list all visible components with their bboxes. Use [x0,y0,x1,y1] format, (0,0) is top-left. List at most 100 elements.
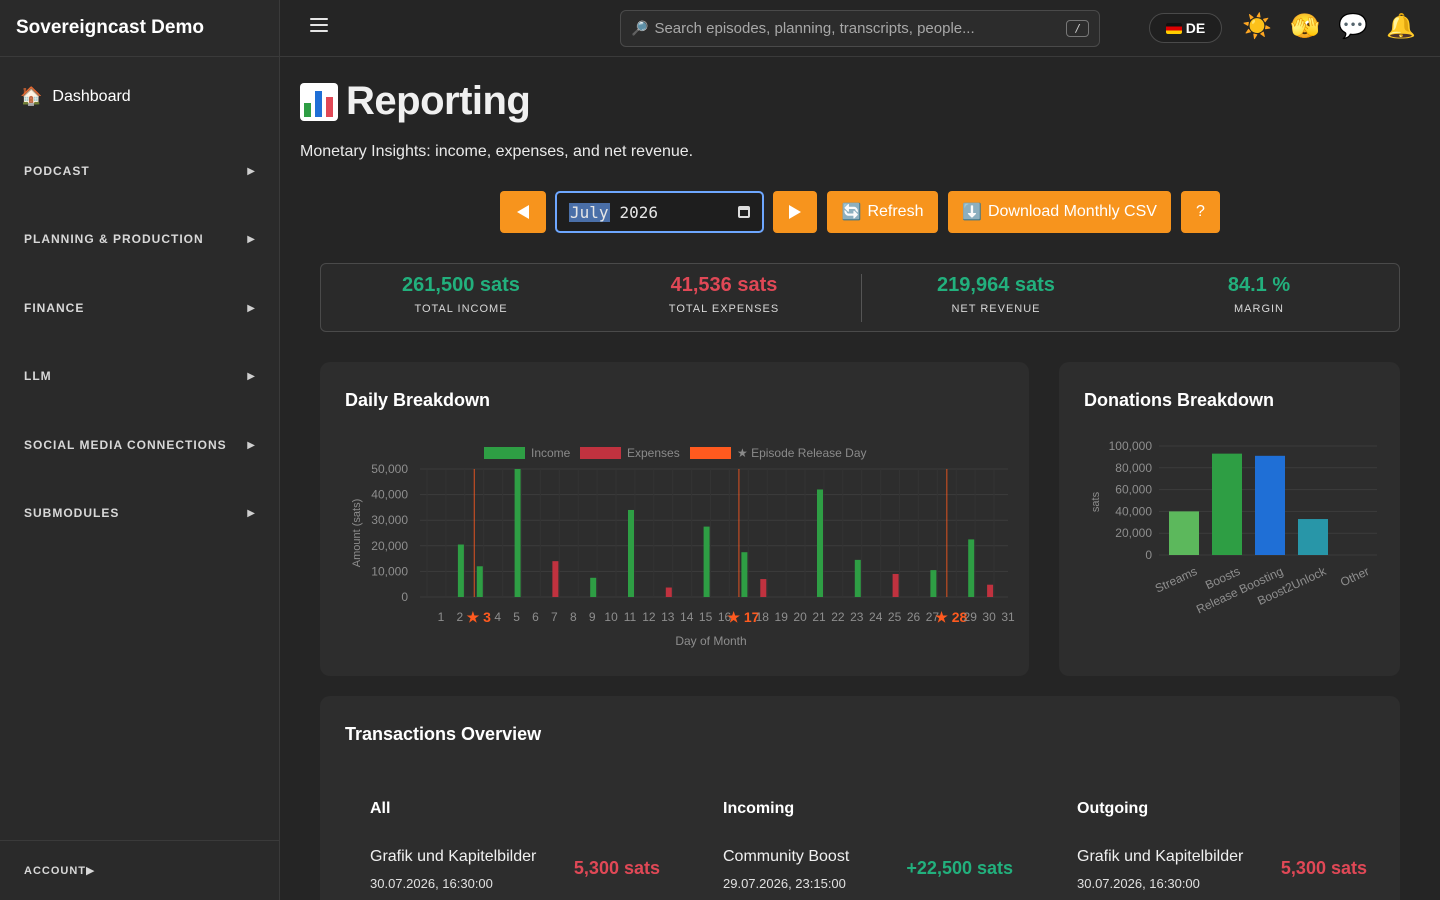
sun-icon[interactable]: ☀️ [1242,13,1272,40]
x-tick-label: Other [1338,564,1371,589]
x-tick-label: 23 [850,610,864,624]
y-tick-label: 20,000 [371,539,408,553]
expense-bar [760,579,767,597]
x-tick-label: 15 [699,610,713,624]
previous-month-button[interactable] [500,191,546,233]
x-tick-label: 16 [718,610,732,624]
sidebar-section-label: LLM [24,369,52,383]
x-tick-label: 8 [570,610,577,624]
refresh-button[interactable]: 🔄 Refresh [827,191,938,233]
stat-label: TOTAL EXPENSES [668,303,780,315]
column-heading: Outgoing [1077,800,1149,817]
sidebar-section-planning-production[interactable]: PLANNING & PRODUCTION ▶ [24,232,256,246]
expense-bar [987,584,994,597]
daily-breakdown-title: Daily Breakdown [345,390,491,410]
x-tick-label: 22 [831,610,845,624]
release-day-tick-label: ★ 3 [467,609,491,625]
expense-bar [665,587,672,597]
legend-label: Expenses [627,446,680,460]
search-input[interactable] [654,20,1061,37]
column-heading: Incoming [723,800,795,817]
y-tick-label: 20,000 [1115,526,1152,540]
chat-icon[interactable]: 💬 [1338,13,1368,40]
y-tick-label: 80,000 [1115,461,1152,475]
x-tick-label: 25 [888,610,902,624]
top-bar: 🔎 / DE ☀️ 🫣 💬 🔔 [280,0,1440,57]
summary-stats: 261,500 sats TOTAL INCOME 41,536 sats TO… [320,263,1400,332]
language-switcher[interactable]: DE [1149,13,1222,43]
x-tick-label: 21 [812,610,826,624]
transaction-amount: +22,500 sats [906,858,1013,878]
download-csv-button[interactable]: ⬇️ Download Monthly CSV [948,191,1171,233]
stat-net-revenue: 219,964 sats NET REVENUE [861,274,1131,315]
sidebar-section-finance[interactable]: FINANCE ▶ [24,301,256,315]
next-month-button[interactable] [773,191,817,233]
x-axis-label: Day of Month [675,634,746,648]
sidebar-section-llm[interactable]: LLM ▶ [24,369,256,383]
stats-divider [861,274,862,322]
legend-swatch [580,447,621,459]
donation-bar [1255,455,1285,555]
sidebar-section-label: SUBMODULES [24,506,120,520]
main-content: Reporting Monetary Insights: income, exp… [280,57,1440,900]
donation-bar [1298,519,1328,555]
expense-bar [552,561,559,597]
app-brand[interactable]: Sovereigncast Demo [0,0,279,57]
sidebar-section-social-media-connections[interactable]: SOCIAL MEDIA CONNECTIONS ▶ [24,438,256,452]
german-flag-icon [1165,22,1182,34]
transaction-name[interactable]: Grafik und Kapitelbilder [1077,848,1244,865]
stat-label: MARGIN [1234,303,1284,315]
x-tick-label: Streams [1153,564,1199,596]
x-tick-label: 27 [926,610,940,624]
month-picker-input[interactable]: July 2026 [555,191,764,233]
sidebar-item-dashboard[interactable]: 🏠 Dashboard [20,86,131,107]
transaction-date: 29.07.2026, 23:15:00 [723,876,846,891]
stat-value: 84.1 % [1227,274,1291,296]
daily-breakdown-card: Daily Breakdown Income Expenses ★ Episode … [320,362,1029,676]
income-bar [457,544,464,597]
legend-label: ★ Episode Release Day [737,446,867,460]
income-bar [854,559,861,597]
download-csv-label: Download Monthly CSV [987,203,1157,220]
transaction-date: 30.07.2026, 16:30:00 [370,876,493,891]
donations-breakdown-chart: 100,000 80,000 60,000 40,000 20,000 0 sats Stre… [1090,439,1377,616]
x-tick-label: 24 [869,610,883,624]
sidebar-item-label: Dashboard [52,87,131,105]
sidebar: Sovereigncast Demo 🏠 Dashboard PODCAST ▶ P… [0,0,280,900]
x-tick-label: 12 [642,610,656,624]
sidebar-section-submodules[interactable]: SUBMODULES ▶ [24,506,256,520]
refresh-label: Refresh [867,203,924,220]
hamburger-menu-icon[interactable] [310,18,328,36]
x-tick-label: 6 [532,610,539,624]
x-tick-label: 13 [661,610,675,624]
stat-margin: 84.1 % MARGIN [1124,274,1394,315]
sidebar-section-label: PODCAST [24,164,90,178]
sidebar-account-section[interactable]: ACCOUNT▶ [0,840,280,900]
transactions-overview-title: Transactions Overview [345,724,542,744]
y-tick-label: 50,000 [371,462,408,476]
donation-bar [1169,511,1199,555]
help-button[interactable]: ? [1181,191,1220,233]
expand-arrow-icon: ▶ [247,439,256,451]
daily-breakdown-chart: Income Expenses ★ Episode Release Day 50,00… [351,446,1015,648]
income-bar [817,489,823,597]
y-tick-label: 40,000 [1115,504,1152,518]
stat-value: 219,964 sats [937,274,1055,296]
x-tick-label: 5 [513,610,520,624]
stat-label: NET REVENUE [951,303,1041,315]
x-tick-label: 7 [551,610,558,624]
face-icon[interactable]: 🫣 [1290,13,1320,40]
y-tick-label: 100,000 [1109,439,1153,453]
stat-value: 261,500 sats [402,274,520,296]
transaction-name[interactable]: Grafik und Kapitelbilder [370,848,537,865]
income-bar [930,570,937,597]
income-bar [968,539,975,597]
transaction-name[interactable]: Community Boost [723,848,850,865]
x-tick-label: 14 [680,610,694,624]
bell-icon[interactable]: 🔔 [1386,13,1416,40]
sidebar-section-podcast[interactable]: PODCAST ▶ [24,164,256,178]
x-tick-label: 30 [982,610,996,624]
income-bar [628,509,634,597]
calendar-icon[interactable] [738,206,750,218]
x-tick-label: 19 [775,610,789,624]
